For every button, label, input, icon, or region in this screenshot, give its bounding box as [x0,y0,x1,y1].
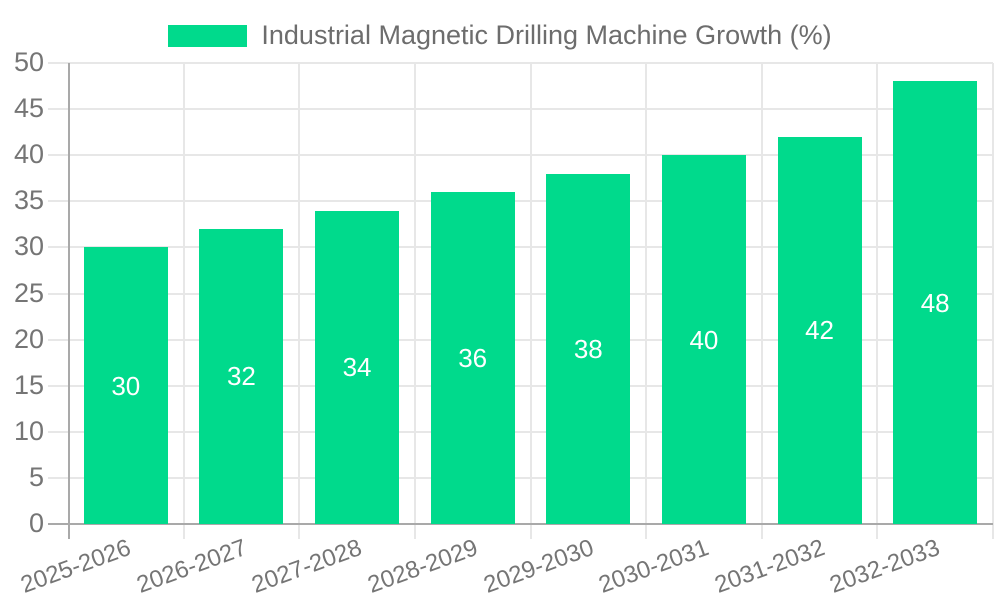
x-axis-tick-label: 2029-2030 [479,534,597,599]
bar[interactable]: 32 [199,228,284,524]
bar[interactable]: 48 [893,81,978,524]
x-axis-tick-label: 2028-2029 [364,534,482,599]
x-gridline [182,63,185,539]
x-axis-line [48,523,993,525]
y-axis-tick-label: 35 [13,185,44,216]
bar[interactable]: 34 [315,210,400,524]
x-axis-tick-label: 2027-2028 [248,534,366,599]
y-gridline [48,200,993,203]
bar-value-label: 36 [458,343,488,374]
y-axis-tick-label: 20 [13,323,44,354]
x-axis-tick-label: 2030-2031 [595,534,713,599]
y-gridline [48,246,993,249]
bar-value-label: 38 [573,333,603,364]
bar-value-label: 42 [805,315,835,346]
bar[interactable]: 38 [546,173,631,524]
x-axis-tick-label: 2032-2033 [826,534,944,599]
y-gridline [48,62,993,64]
y-axis-tick-label: 25 [13,277,44,308]
y-axis-tick-label: 40 [13,139,44,170]
y-axis-line [68,63,70,539]
legend-swatch [168,24,248,47]
bar[interactable]: 40 [661,155,746,524]
y-axis-tick-label: 0 [28,507,44,538]
y-axis-tick-label: 30 [13,231,44,262]
bar[interactable]: 42 [777,136,862,524]
x-axis-tick-label: 2026-2027 [132,534,250,599]
y-axis-tick-label: 10 [13,415,44,446]
bar-value-label: 48 [920,287,950,318]
bar[interactable]: 36 [430,192,515,524]
legend[interactable]: Industrial Magnetic Drilling Machine Gro… [0,20,1000,51]
y-gridline [48,384,993,387]
bar-value-label: 32 [226,361,256,392]
y-gridline [48,430,993,433]
x-axis-tick-label: 2025-2026 [17,534,135,599]
x-gridline [992,63,994,539]
y-gridline [48,292,993,295]
y-axis-tick-label: 5 [28,461,44,492]
y-gridline [48,108,993,111]
x-gridline [298,63,301,539]
x-gridline [645,63,648,539]
bar-value-label: 40 [689,324,719,355]
x-gridline [760,63,763,539]
legend-label: Industrial Magnetic Drilling Machine Gro… [261,20,832,50]
y-axis-tick-label: 50 [13,46,44,77]
y-gridline [48,338,993,341]
y-axis-tick-label: 45 [13,93,44,124]
bar-value-label: 30 [111,370,141,401]
bar-value-label: 34 [342,352,372,383]
y-gridline [48,154,993,157]
y-axis-tick-label: 15 [13,369,44,400]
x-gridline [413,63,416,539]
y-gridline [48,476,993,479]
x-axis-tick-label: 2031-2032 [711,534,829,599]
x-gridline [876,63,879,539]
bar[interactable]: 30 [83,247,168,524]
plot-area: 0 5 10 15 20 25 30 35 40 45 50 30 2025-2026 32 2026-20… [14,48,994,599]
x-gridline [529,63,532,539]
